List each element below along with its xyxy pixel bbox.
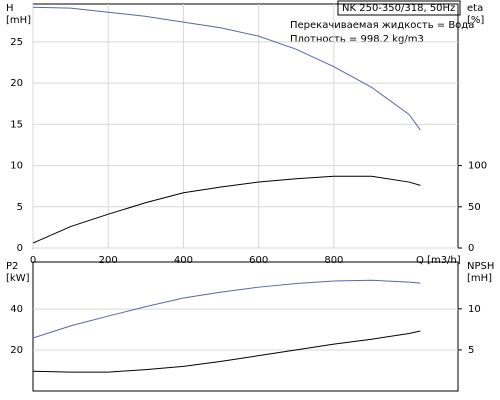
series-line — [32, 279, 421, 339]
y-tick-label: 40 — [10, 304, 23, 315]
y2-axis-title: eta — [467, 3, 483, 14]
x-axis-title: Q [m3/h] — [416, 255, 461, 266]
x-tick-label: 0 — [30, 255, 36, 266]
plot-frame — [32, 261, 459, 392]
y2-tick-label: 5 — [468, 345, 474, 356]
x-tick-label: 600 — [249, 255, 268, 266]
series-line — [32, 175, 421, 244]
y2-axis-title: NPSH — [467, 261, 494, 272]
y-tick-label: 15 — [10, 119, 23, 130]
y2-axis-title: [mH] — [467, 273, 492, 284]
y2-tick-label: 50 — [468, 202, 481, 213]
y2-tick-label: 100 — [468, 161, 487, 172]
annotation: Перекачиваемая жидкость = Вода — [290, 20, 474, 31]
series-line — [32, 6, 421, 131]
y-axis-title: H — [6, 3, 14, 14]
y2-tick-label: 0 — [468, 243, 474, 254]
y-tick-label: 10 — [10, 161, 23, 172]
y-tick-label: 5 — [17, 202, 23, 213]
series-line — [32, 330, 421, 373]
y-axis-title: P2 — [6, 261, 18, 272]
y-tick-label: 25 — [10, 37, 23, 48]
y-axis-title: [kW] — [6, 273, 30, 284]
annotation: Плотность = 998.2 kg/m3 — [290, 34, 424, 45]
y-tick-label: 20 — [10, 78, 23, 89]
y-tick-label: 20 — [10, 345, 23, 356]
y2-tick-label: 10 — [468, 304, 481, 315]
annotation: NK 250-350/318, 50Hz — [342, 3, 455, 14]
x-tick-label: 200 — [99, 255, 118, 266]
y-tick-label: 0 — [17, 243, 23, 254]
x-tick-label: 400 — [174, 255, 193, 266]
x-tick-label: 800 — [324, 255, 343, 266]
y-axis-title: [mH] — [6, 15, 31, 26]
y2-axis-title: [%] — [467, 15, 484, 26]
